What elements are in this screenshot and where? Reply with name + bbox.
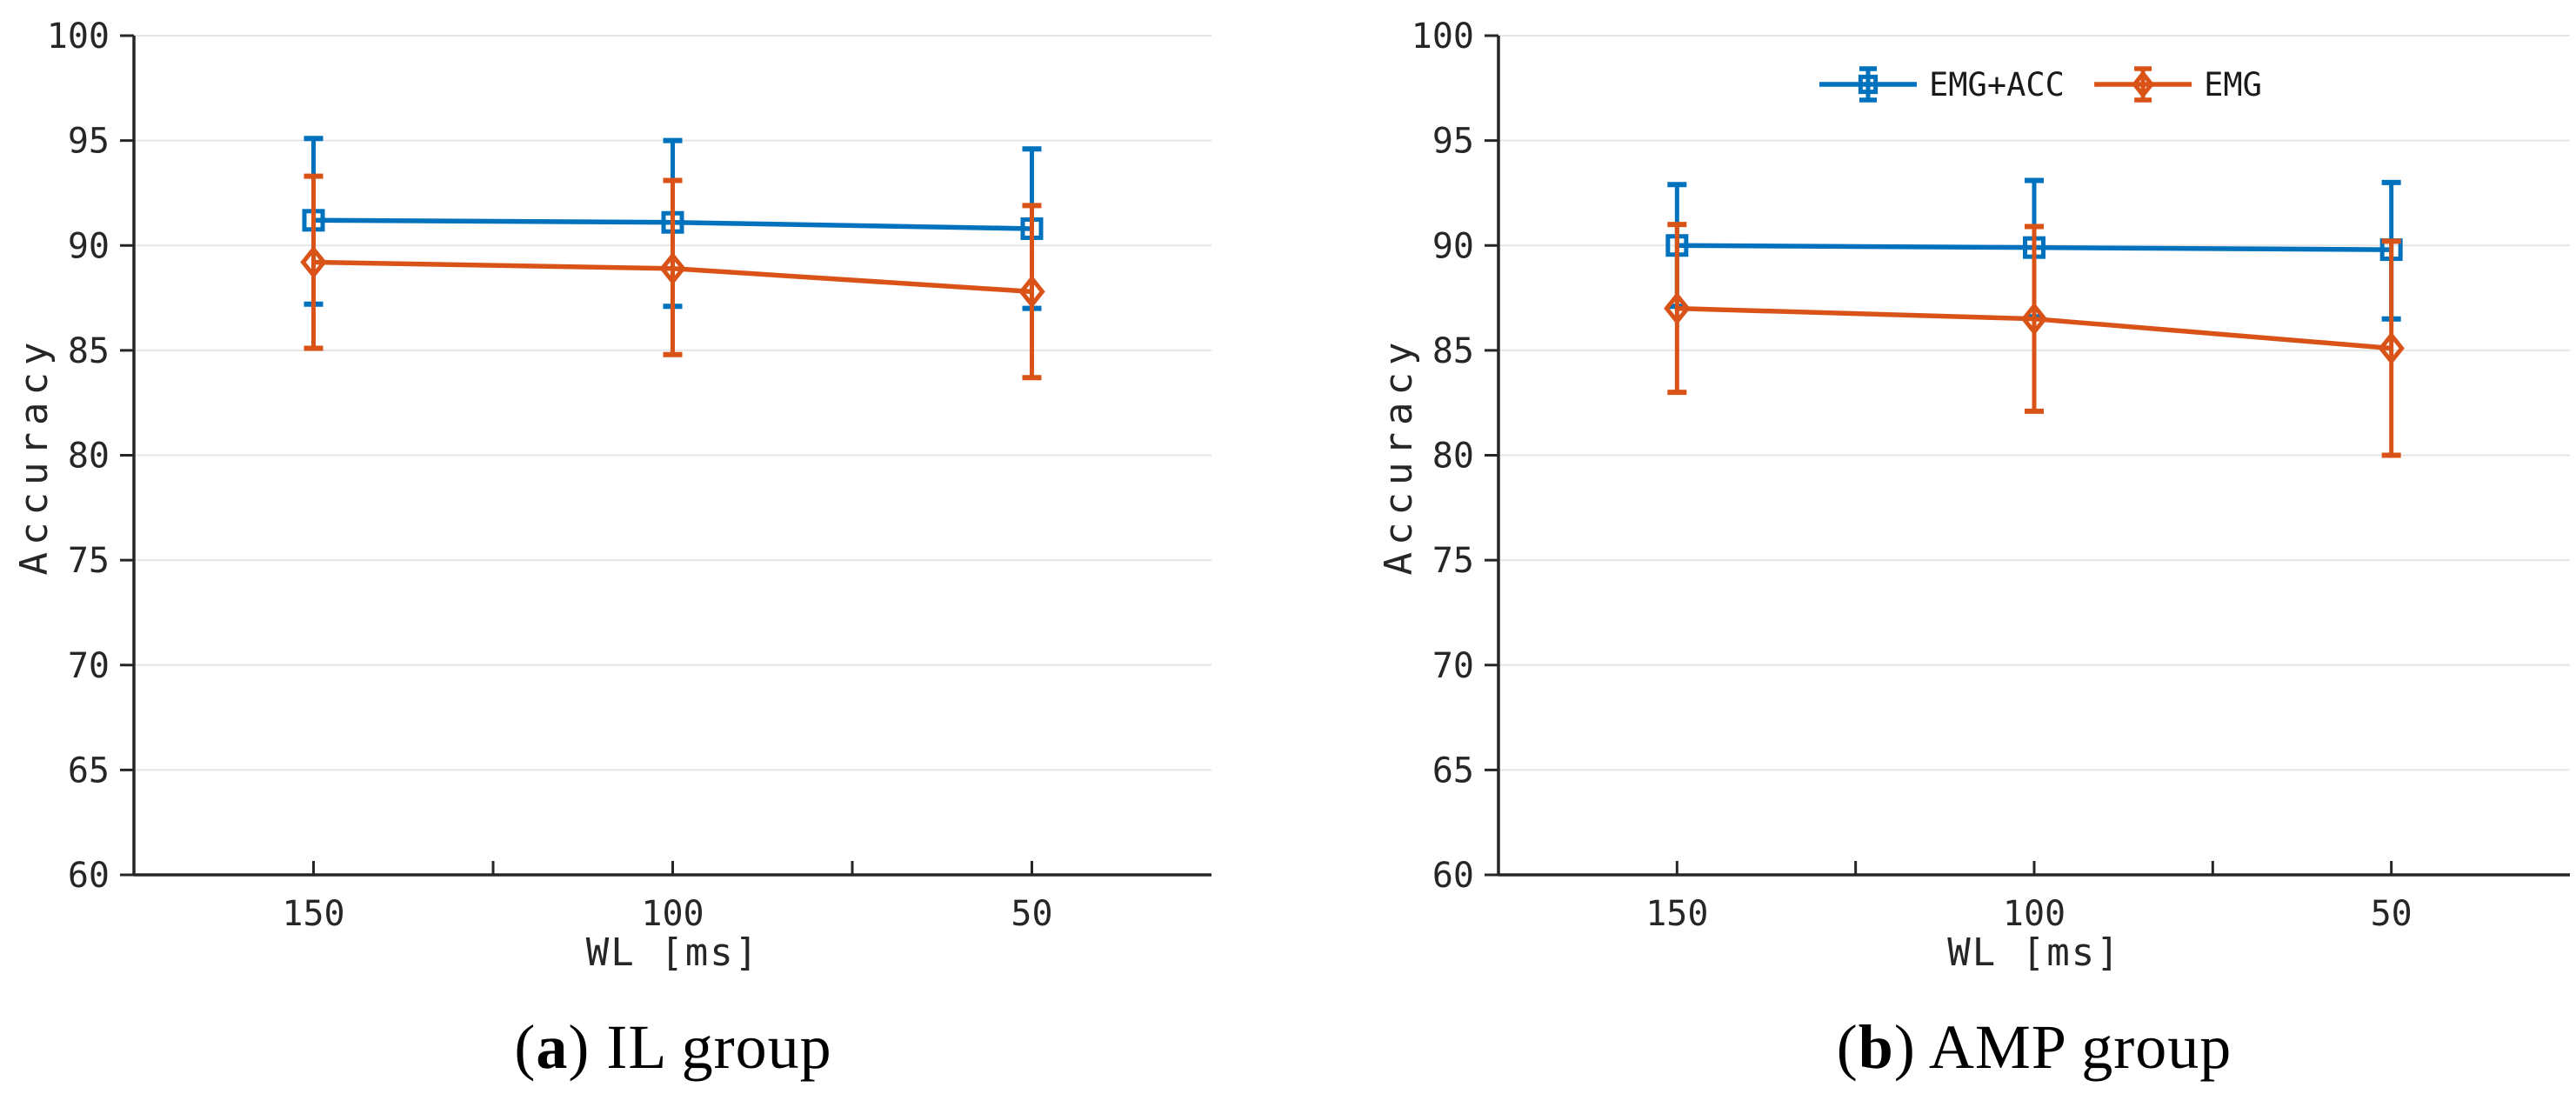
panel-a: 60 65 70 75 80 85 90 95 100 150 100 50 WL [ms] Accura…	[12, 17, 1211, 975]
y-tick-label-70: 70	[1432, 646, 1474, 686]
x-axis-label: WL [ms]	[1947, 931, 2120, 975]
marker-diamond-emg-50	[1018, 275, 1045, 309]
y-tick-label-90: 90	[68, 226, 110, 266]
legend-entry-emg: EMG	[2094, 66, 2262, 103]
caption-panel-a: (a) IL group	[238, 1011, 1108, 1084]
caption-panel-b: (b) AMP group	[1599, 1011, 2469, 1084]
y-tick-label-75: 75	[68, 541, 110, 581]
caption-b-paren-close: )	[1893, 1012, 1929, 1082]
series-emg	[1664, 222, 2405, 458]
caption-a-letter: a	[536, 1012, 569, 1082]
y-tick-label-90: 90	[1432, 226, 1474, 266]
y-tick-label-95: 95	[68, 122, 110, 162]
x-axis-label: WL [ms]	[586, 931, 759, 975]
y-axis-label: Accuracy	[1377, 336, 1421, 576]
marker-diamond-emg-50	[2378, 331, 2405, 365]
caption-b-paren-open: (	[1836, 1012, 1859, 1082]
x-tick-label-150: 150	[282, 894, 344, 934]
y-tick-label-85: 85	[1432, 331, 1474, 371]
panel-b: 60 65 70 75 80 85 90 95 100 150 100 50 WL [ms] Accura…	[1377, 17, 2570, 975]
y-tick-label-65: 65	[1432, 750, 1474, 790]
y-tick-label-75: 75	[1432, 541, 1474, 581]
y-tick-label-80: 80	[68, 437, 110, 477]
marker-diamond-emg-100	[659, 251, 686, 285]
y-tick-label-60: 60	[68, 856, 110, 896]
y-tick-label-100: 100	[47, 17, 110, 57]
marker-diamond-emg-100	[2020, 302, 2048, 336]
y-tick-label-100: 100	[1411, 17, 1474, 57]
y-tick-label-60: 60	[1432, 856, 1474, 896]
y-tick-label-65: 65	[68, 750, 110, 790]
legend-label-emg: EMG	[2204, 66, 2262, 103]
legend-entry-emg-acc: EMG+ACC	[1819, 66, 2065, 103]
y-tick-label-70: 70	[68, 646, 110, 686]
x-tick-label-100: 100	[2003, 894, 2065, 934]
y-tick-label-95: 95	[1432, 122, 1474, 162]
marker-diamond-emg-150	[300, 245, 327, 279]
x-tick-label-100: 100	[641, 894, 704, 934]
marker-diamond-emg-150	[1664, 291, 1691, 325]
caption-b-letter: b	[1858, 1012, 1894, 1082]
legend-label-emg-acc: EMG+ACC	[1929, 66, 2065, 103]
caption-a-paren-open: (	[514, 1012, 537, 1082]
y-tick-label-85: 85	[68, 331, 110, 371]
caption-a-text: IL group	[606, 1012, 832, 1082]
x-tick-label-50: 50	[2371, 894, 2412, 934]
series-emg	[300, 173, 1045, 381]
x-tick-label-50: 50	[1011, 894, 1052, 934]
legend-sample-marker-diamond	[2132, 70, 2155, 99]
y-axis-label: Accuracy	[12, 336, 57, 576]
y-tick-label-80: 80	[1432, 437, 1474, 477]
legend: EMG+ACC EMG	[1819, 66, 2262, 103]
caption-b-text: AMP group	[1928, 1012, 2232, 1082]
caption-a-paren-close: )	[568, 1012, 607, 1082]
legend-sample-marker-square	[1858, 74, 1879, 95]
x-tick-label-150: 150	[1645, 894, 1708, 934]
